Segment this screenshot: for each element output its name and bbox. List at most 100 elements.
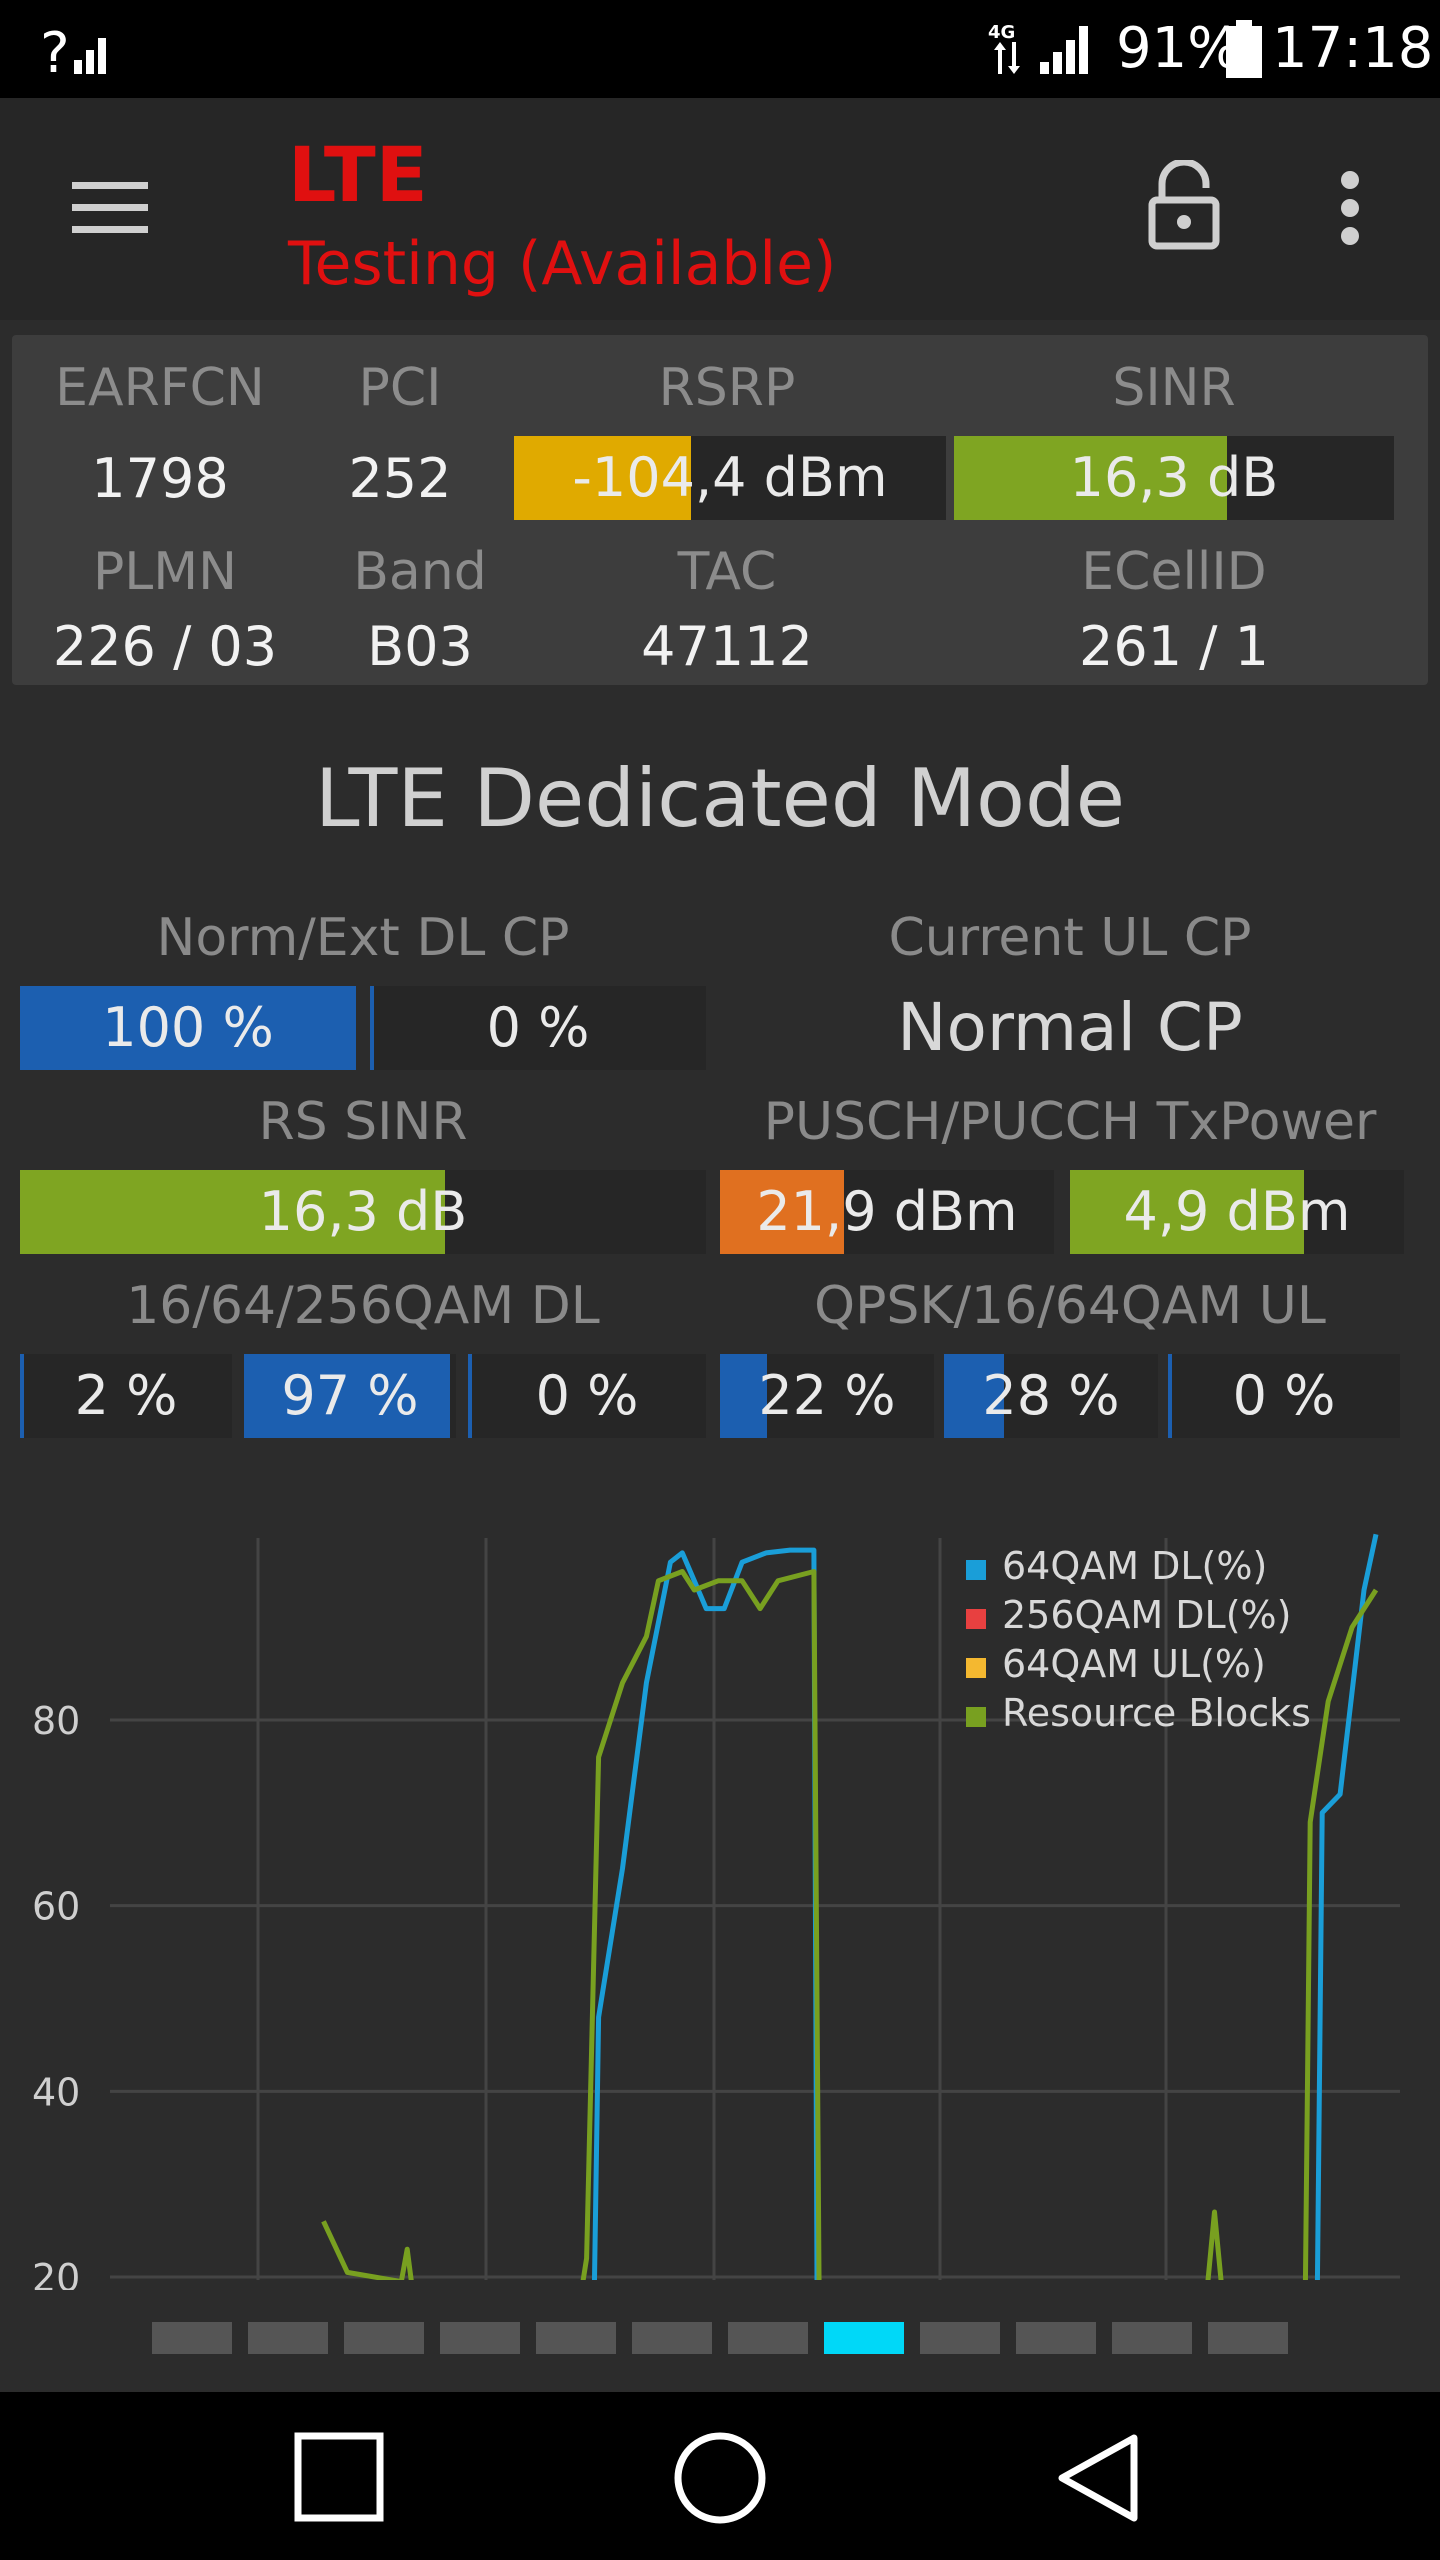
series-line [321, 1569, 1379, 2280]
svg-text:?: ? [40, 21, 70, 80]
legend-swatch [966, 1658, 986, 1678]
pusch-power-fill [720, 1170, 844, 1254]
section-title: LTE Dedicated Mode [315, 752, 1125, 845]
chart-grid [110, 1538, 1400, 2280]
page-dot[interactable] [1112, 2322, 1192, 2354]
pci-label: PCI [358, 358, 442, 418]
page-dot[interactable] [536, 2322, 616, 2354]
navigation-bar [0, 2392, 1440, 2560]
qam16-dl-value: 2 % [74, 1364, 178, 1427]
plmn-label: PLMN [92, 542, 238, 602]
pusch-power-bar: 21,9 dBm [720, 1170, 1054, 1254]
legend-swatch [966, 1560, 986, 1580]
chart-lines [321, 1533, 1379, 2280]
legend-swatch [966, 1609, 986, 1629]
sinr-value: 16,3 dB [1069, 446, 1279, 509]
page-dot[interactable] [1208, 2322, 1288, 2354]
battery-icon [1226, 20, 1262, 78]
ecellid-value: 261 / 1 [1079, 615, 1269, 678]
rsrp-label: RSRP [658, 358, 796, 418]
qam64-dl-fill [244, 1354, 450, 1438]
more-vert-icon[interactable] [1330, 170, 1370, 246]
dl-cp-normal-fill [20, 986, 356, 1070]
page-dot-active[interactable] [824, 2322, 904, 2354]
band-label: Band [353, 542, 487, 602]
legend-label: Resource Blocks [1002, 1691, 1311, 1735]
page-dot[interactable] [344, 2322, 424, 2354]
y-tick-label: 40 [32, 2070, 80, 2114]
qam-dl-label: 16/64/256QAM DL [126, 1276, 600, 1336]
page-dot[interactable] [728, 2322, 808, 2354]
signal-question-icon: ? [40, 21, 106, 80]
qam64-ul-value: 0 % [1232, 1364, 1336, 1427]
page-indicator [0, 2322, 1440, 2358]
qam256-dl-fill [468, 1354, 472, 1438]
series-line [591, 1533, 1379, 2280]
ul-cp-value: Normal CP [897, 989, 1243, 1066]
ecellid-label: ECellID [1081, 542, 1267, 602]
chart-y-ticks: 80 60 40 20 [32, 1699, 80, 2290]
rsrp-value: -104,4 dBm [572, 446, 888, 509]
app-toolbar: LTE Testing (Available) [0, 98, 1440, 320]
pci-value: 252 [348, 447, 452, 510]
home-circle-icon[interactable] [672, 2430, 768, 2526]
qpsk-ul-fill [720, 1354, 768, 1438]
page-dot[interactable] [1016, 2322, 1096, 2354]
dl-cp-normal-value: 100 % [102, 996, 274, 1059]
rs-sinr-label: RS SINR [258, 1092, 468, 1152]
qam16-dl-fill [20, 1354, 25, 1438]
sinr-label: SINR [1112, 358, 1236, 418]
dl-cp-extended-fill [370, 986, 374, 1070]
qam64-dl-bar: 97 % [244, 1354, 456, 1438]
page-dot[interactable] [440, 2322, 520, 2354]
txpower-label: PUSCH/PUCCH TxPower [763, 1092, 1377, 1152]
pusch-power-value: 21,9 dBm [756, 1180, 1018, 1243]
rsrp-bar: -104,4 dBm [514, 436, 946, 520]
legend-label: 256QAM DL(%) [1002, 1593, 1292, 1637]
qam64-ul-fill [1168, 1354, 1172, 1438]
qpsk-ul-value: 22 % [758, 1364, 896, 1427]
legend-label: 64QAM UL(%) [1002, 1642, 1266, 1686]
modulation-chart: 80 60 40 20 64QAM DL(%) 256QAM DL(%) 64QAM UL… [32, 1533, 1400, 2290]
dl-cp-normal-bar: 100 % [20, 986, 356, 1070]
hamburger-menu-icon[interactable] [72, 178, 152, 238]
chart-legend: 64QAM DL(%) 256QAM DL(%) 64QAM UL(%) Resour… [966, 1544, 1311, 1735]
qam64-dl-value: 97 % [281, 1364, 419, 1427]
pucch-power-bar: 4,9 dBm [1070, 1170, 1404, 1254]
rs-sinr-bar: 16,3 dB [20, 1170, 706, 1254]
rs-sinr-value: 16,3 dB [258, 1180, 468, 1243]
qpsk-ul-bar: 22 % [720, 1354, 934, 1438]
legend-label: 64QAM DL(%) [1002, 1544, 1267, 1588]
rsrp-bar-fill [514, 436, 692, 520]
dl-cp-extended-value: 0 % [486, 996, 590, 1059]
y-tick-label: 20 [32, 2256, 80, 2290]
recents-square-icon[interactable] [294, 2432, 384, 2522]
qam256-dl-value: 0 % [535, 1364, 639, 1427]
y-tick-label: 60 [32, 1885, 80, 1929]
pucch-power-value: 4,9 dBm [1123, 1180, 1351, 1243]
page-dot[interactable] [248, 2322, 328, 2354]
ul-cp-label: Current UL CP [888, 908, 1252, 968]
network-badge: 4G [988, 22, 1015, 43]
qam16-ul-value: 28 % [982, 1364, 1120, 1427]
page-dot[interactable] [152, 2322, 232, 2354]
unlocked-padlock-icon[interactable] [1148, 160, 1220, 250]
qam16-ul-bar: 28 % [944, 1354, 1158, 1438]
page-dot[interactable] [632, 2322, 712, 2354]
qam-ul-label: QPSK/16/64QAM UL [814, 1276, 1326, 1336]
cell-signal-icon [1040, 26, 1088, 74]
qam16-dl-bar: 2 % [20, 1354, 232, 1438]
page-dot[interactable] [920, 2322, 1000, 2354]
status-bar: ? 4G 91% 17:18 [0, 0, 1440, 98]
dl-cp-extended-bar: 0 % [370, 986, 706, 1070]
qam64-ul-bar: 0 % [1168, 1354, 1400, 1438]
qam256-dl-bar: 0 % [468, 1354, 706, 1438]
app-subtitle: Testing (Available) [288, 229, 837, 299]
back-triangle-icon[interactable] [1056, 2432, 1140, 2524]
y-tick-label: 80 [32, 1699, 80, 1743]
rs-sinr-fill [20, 1170, 446, 1254]
earfcn-value: 1798 [91, 447, 229, 510]
dl-cp-label: Norm/Ext DL CP [156, 908, 570, 968]
earfcn-label: EARFCN [55, 358, 265, 418]
sinr-bar: 16,3 dB [954, 436, 1394, 520]
